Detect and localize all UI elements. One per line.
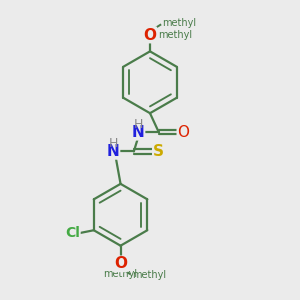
Text: N: N bbox=[132, 125, 145, 140]
Text: methyl: methyl bbox=[158, 30, 192, 40]
Text: S: S bbox=[153, 144, 164, 159]
Text: O: O bbox=[177, 125, 189, 140]
Text: methyl: methyl bbox=[103, 269, 138, 279]
Text: O: O bbox=[144, 27, 156, 42]
Text: H: H bbox=[134, 118, 143, 130]
Text: methyl: methyl bbox=[162, 18, 196, 28]
Text: O: O bbox=[114, 256, 127, 272]
Text: H: H bbox=[109, 137, 118, 150]
Text: Cl: Cl bbox=[65, 226, 80, 240]
Text: O: O bbox=[143, 28, 157, 43]
Text: O: O bbox=[115, 256, 127, 272]
Text: N: N bbox=[107, 144, 120, 159]
Text: methyl: methyl bbox=[132, 270, 166, 280]
